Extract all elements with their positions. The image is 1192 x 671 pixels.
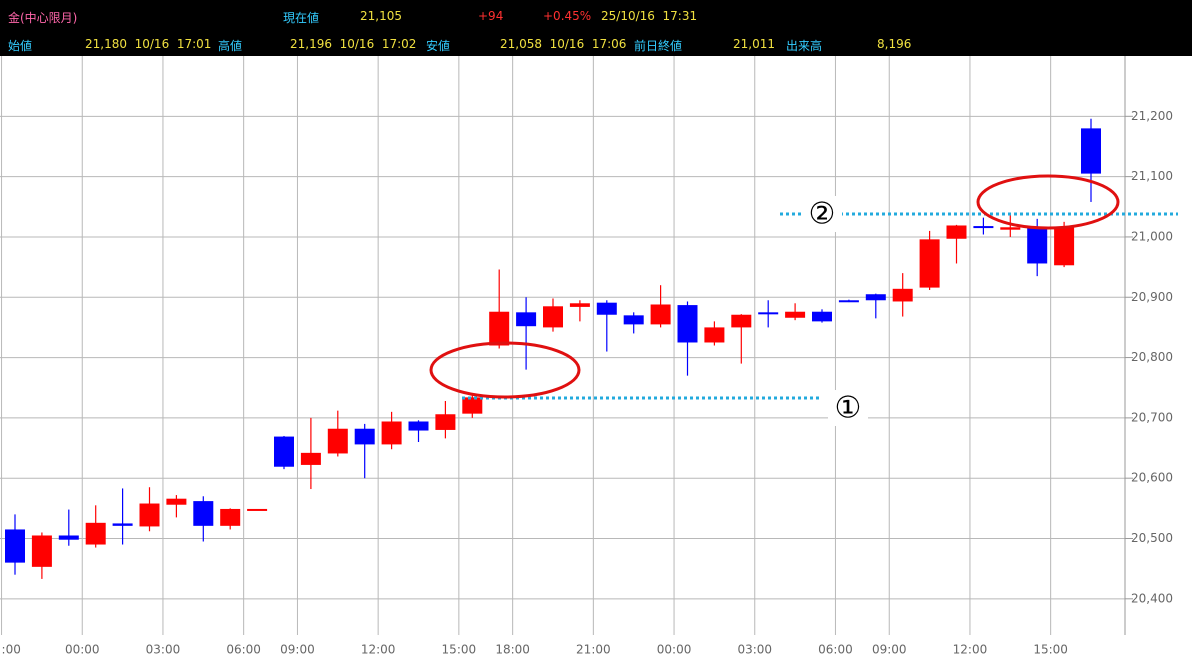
field-label: 高値 [218,39,243,53]
candle-body [758,312,779,315]
y-tick-label: 20,600 [1131,471,1173,485]
field-value: 21,011 [733,37,775,51]
candle-body [435,414,456,430]
y-tick-label: 20,500 [1131,531,1173,545]
field-label: 前日終値 [634,39,683,53]
highlight-ellipse [429,341,581,399]
field-value: 21,196 10/16 17:02 [290,37,417,51]
field-value: 21,058 10/16 17:06 [500,37,627,51]
candle-body [596,302,617,315]
x-tick-label: 15:00 [1033,643,1068,657]
candle-body [112,523,133,526]
y-tick-label: 20,800 [1131,350,1173,364]
candle-body [731,314,752,328]
field-value: 8,196 [877,37,912,51]
y-tick-label: 21,200 [1131,109,1173,123]
candle-body [408,421,429,431]
change-pct: +0.45% [543,9,592,23]
candle-body [838,300,859,303]
timestamp: 25/10/16 17:31 [601,9,698,23]
candle-body [946,225,967,239]
candle-body [516,312,537,327]
x-tick-label: 12:00 [953,643,988,657]
candle-body [1000,227,1021,230]
candle-body [354,428,375,445]
candle-body [58,535,79,540]
field-label: 現在値 [283,11,320,25]
candle-body [677,305,698,343]
candle-body [623,315,644,325]
label-box [802,196,842,232]
x-tick-label: 18:00 [495,643,530,657]
field-label: 安値 [426,39,451,53]
candle-body [247,508,268,511]
candle-body [220,508,241,526]
annotation-label: ② [809,197,836,232]
candle-body [489,311,510,346]
x-tick-label: 00:00 [657,643,692,657]
x-tick-label: 03:00 [737,643,772,657]
field-value: 21,105 [360,9,402,23]
candle-body [543,306,563,328]
candle-body [462,397,483,414]
x-tick-label: 06:00 [818,643,853,657]
candle-body [973,226,994,229]
candle-body [569,303,590,307]
x-tick-label: 21:00 [576,643,611,657]
candle-body [704,327,725,343]
candle-body [139,503,160,527]
candle-body [812,311,832,322]
y-tick-label: 21,100 [1131,169,1173,183]
annotations: ① ② [429,174,1178,426]
x-tick-label: 15:00 [442,643,477,657]
candle-body [274,436,294,467]
x-tick-label: 12:00 [361,643,396,657]
candle-body [327,428,348,454]
change: +94 [478,9,504,23]
y-tick-label: 20,900 [1131,290,1173,304]
instrument: 金(中心限月) [8,11,78,25]
x-tick-label: 09:00 [280,643,315,657]
candle-body [85,522,106,545]
candle-body [300,452,321,465]
highlight-ellipse [976,174,1120,230]
x-tick-label: 00:00 [65,643,100,657]
candle-body [650,304,671,325]
candle-body [5,529,25,563]
candle-body [193,501,214,526]
candle-body [1027,227,1048,264]
candle-body [31,535,52,567]
field-label: 始値 [8,39,33,53]
x-tick-label: 06:00 [226,643,261,657]
candle-body [919,239,940,288]
candle-body [166,498,187,505]
annotation-label: ① [835,391,862,426]
candle-body [1081,128,1101,174]
candle-body [1054,227,1075,266]
x-tick-label: 03:00 [146,643,181,657]
candle-body [865,294,886,301]
quote-header: 金(中心限月) 現在値 21,105 +94 +0.45% 25/10/16 1… [0,0,1192,56]
y-tick-label: 21,000 [1131,229,1173,243]
candle-body [892,288,913,302]
x-tick-label: :00 [2,643,21,657]
plot-area [0,56,1125,635]
x-tick-label: 09:00 [872,643,907,657]
y-tick-label: 20,700 [1131,410,1173,424]
candle-body [785,311,806,318]
field-value: 21,180 10/16 17:01 [85,37,212,51]
y-tick-label: 20,400 [1131,591,1173,605]
field-label: 出来高 [786,39,823,53]
label-box [828,390,868,426]
candle-body [381,421,402,445]
